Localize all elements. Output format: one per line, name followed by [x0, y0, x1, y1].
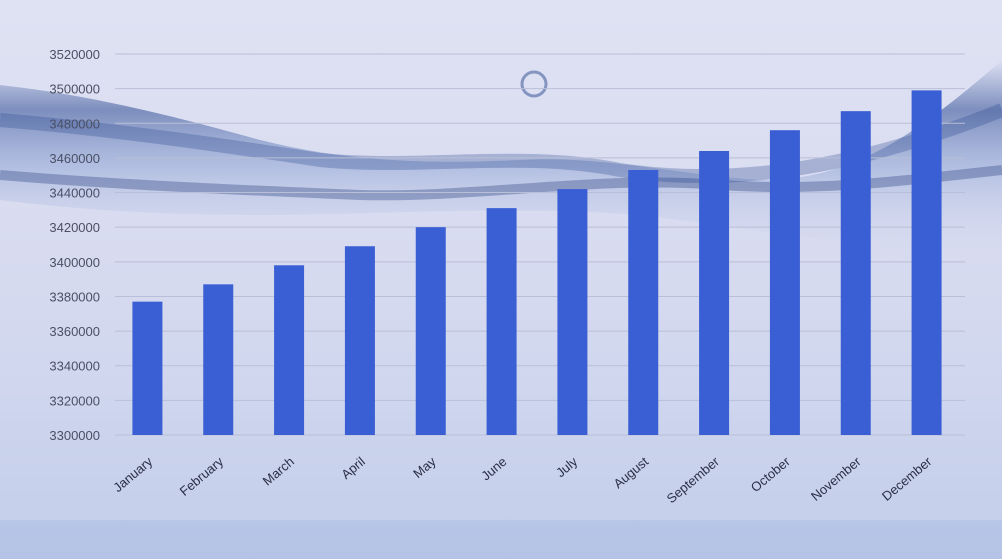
water-background	[0, 60, 1002, 559]
x-tick-label: November	[808, 453, 864, 503]
x-tick-label: December	[879, 453, 935, 503]
bar-june	[486, 208, 517, 435]
y-tick-label: 3480000	[49, 116, 100, 131]
bar-october	[769, 130, 800, 435]
bar-february	[203, 284, 234, 435]
bar-may	[415, 227, 446, 435]
x-tick-label: September	[664, 453, 723, 506]
x-tick-label: March	[260, 454, 297, 489]
x-axis: January February March April May June July Augu…	[110, 453, 935, 506]
x-tick-label: June	[478, 454, 509, 484]
y-tick-label: 3340000	[49, 359, 100, 374]
x-tick-label: July	[553, 453, 581, 480]
bar-december	[911, 90, 942, 436]
gridlines	[115, 53, 965, 436]
bar-november	[840, 111, 871, 436]
y-tick-label: 3300000	[49, 428, 100, 443]
bar-april	[344, 246, 375, 435]
bars	[132, 90, 942, 436]
y-tick-label: 3400000	[49, 255, 100, 270]
y-tick-label: 3420000	[49, 220, 100, 235]
y-tick-label: 3460000	[49, 151, 100, 166]
y-tick-label: 3380000	[49, 289, 100, 304]
x-tick-label: February	[177, 453, 227, 498]
y-tick-label: 3520000	[49, 47, 100, 62]
bar-august	[628, 170, 659, 436]
y-tick-label: 3320000	[49, 393, 100, 408]
bar-march	[274, 265, 305, 435]
bar-september	[699, 150, 730, 435]
y-axis: 3300000 3320000 3340000 3360000 3380000 34000…	[49, 47, 100, 443]
bar-january	[132, 301, 163, 435]
y-tick-label: 3500000	[49, 82, 100, 97]
x-tick-label: January	[110, 453, 155, 495]
bar-july	[557, 189, 588, 435]
y-tick-label: 3360000	[49, 324, 100, 339]
x-tick-label: August	[611, 454, 652, 492]
y-tick-label: 3440000	[49, 186, 100, 201]
x-tick-label: October	[748, 453, 794, 495]
x-tick-label: May	[410, 453, 439, 481]
x-tick-label: April	[338, 454, 368, 482]
